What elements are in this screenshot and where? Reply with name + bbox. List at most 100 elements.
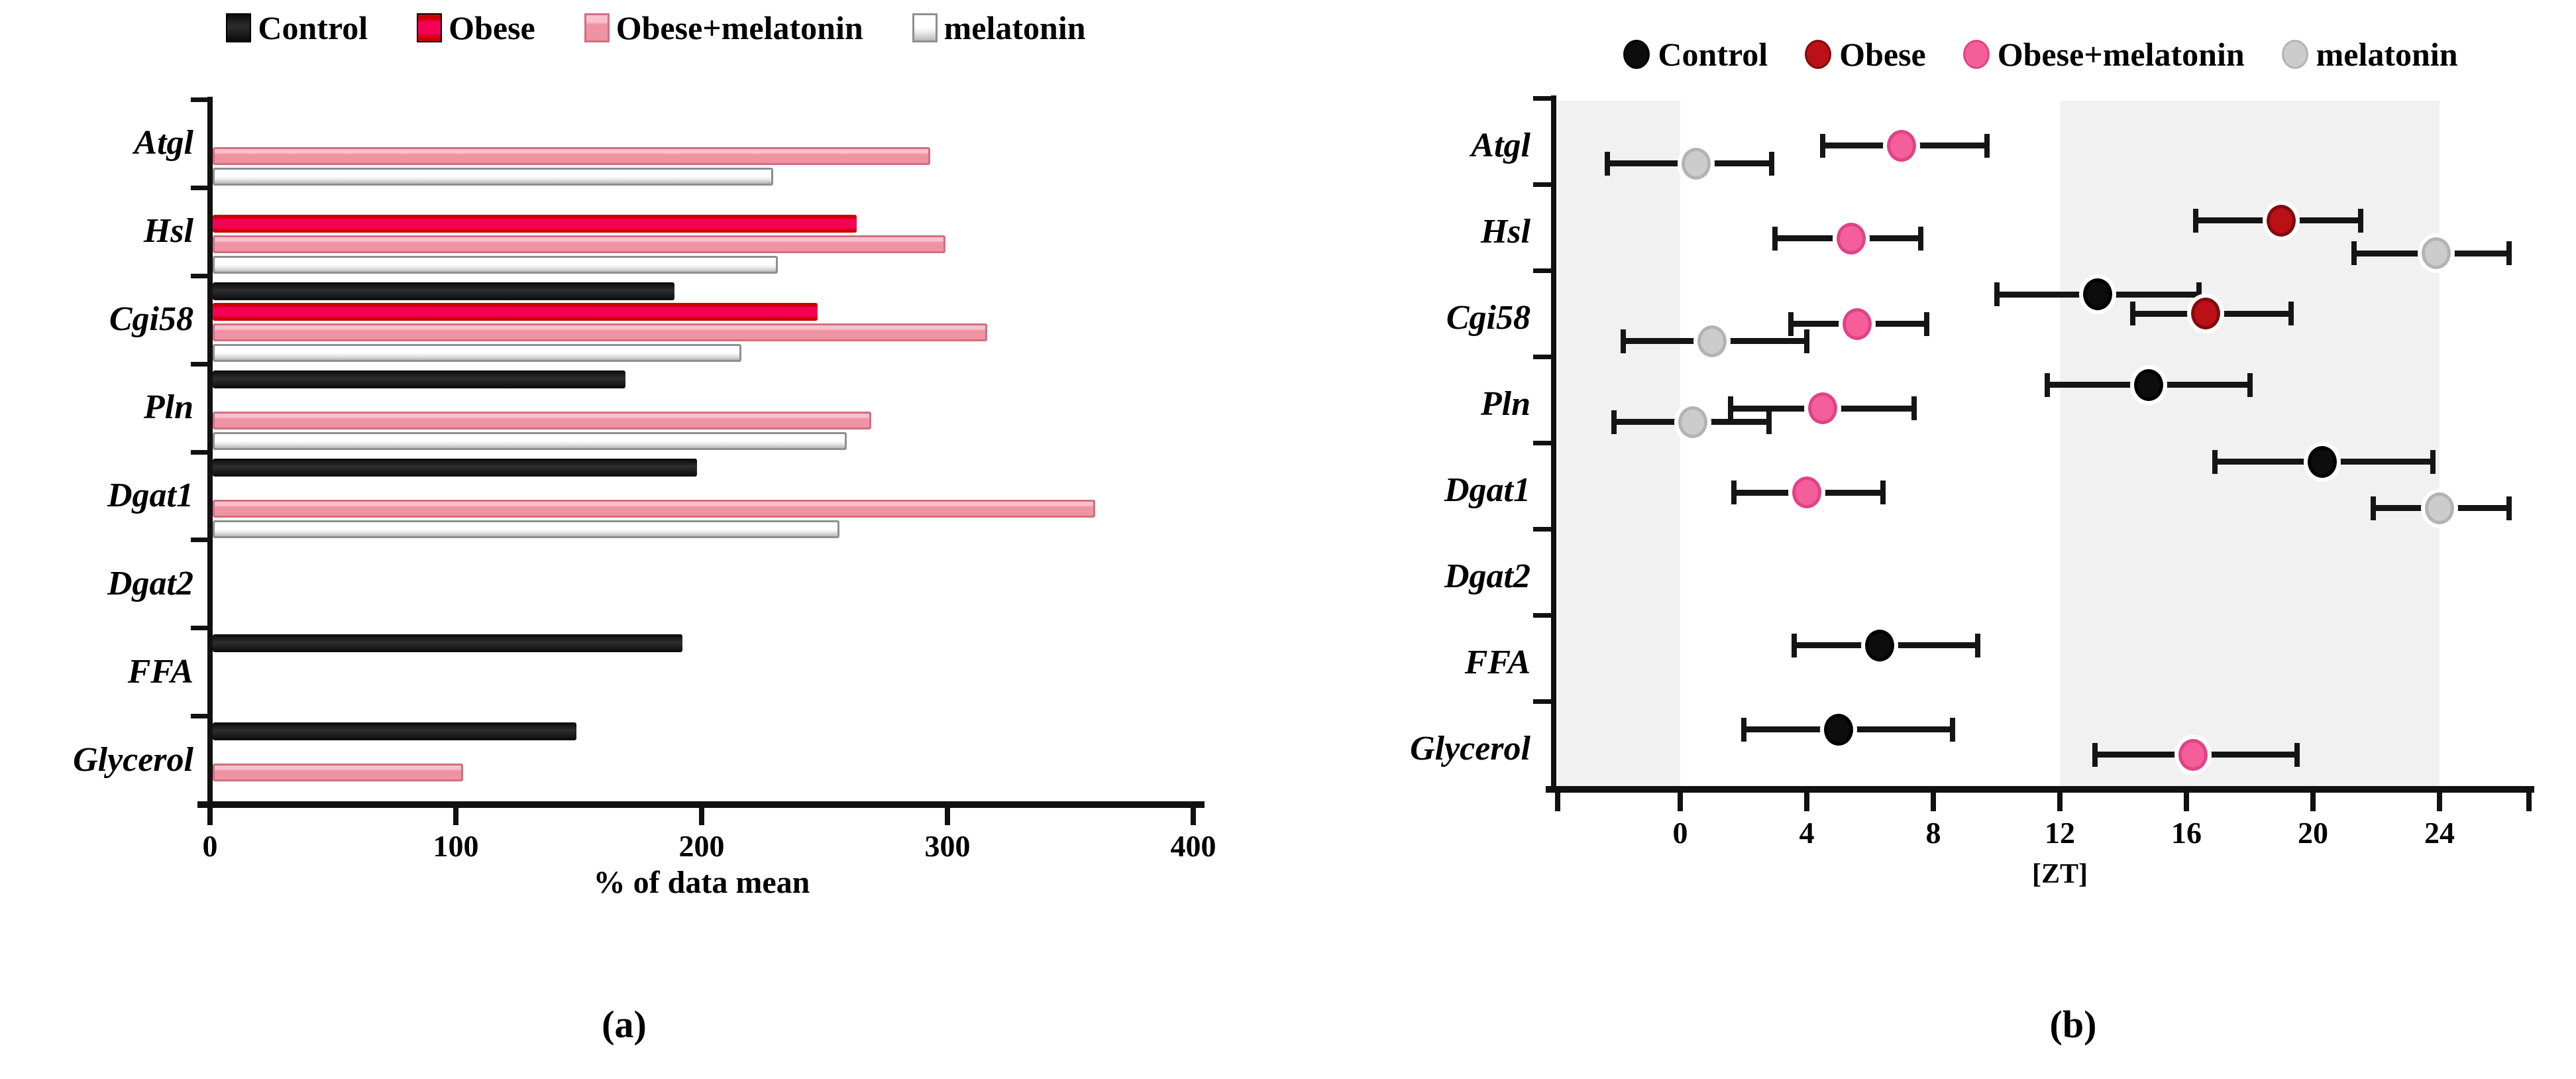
errbar-cap-Glycerol-Obese+melatonin [2294, 743, 2300, 767]
gene-label-b-FFA: FFA [1464, 643, 1530, 681]
panel-b-x-end-tick [1555, 793, 1560, 811]
dot-Dgat1-melatonin [2425, 492, 2454, 524]
errbar-Hsl-melatonin [2354, 251, 2509, 256]
panel-a-legend: Control Obese Obese+melatonin melatonin [106, 8, 1206, 48]
errbar-Glycerol-Obese+melatonin [2095, 752, 2298, 758]
errbar-cap-Atgl-Obese+melatonin [1984, 134, 1990, 158]
bar-Dgat1-Obese+melatonin [213, 499, 1095, 518]
errbar-cap-Pln-Control [2045, 373, 2050, 397]
legend-a-label-Obese+melatonin: Obese+melatonin [616, 9, 863, 46]
legend-a-item-melatonin: melatonin [912, 11, 1086, 44]
errbar-cap-FFA-Control [1975, 634, 1980, 657]
legend-a-item-Obese: Obese [417, 11, 535, 44]
panel-b-legend: Control Obese Obese+melatonin melatonin [1524, 34, 2557, 74]
errbar-cap-Dgat1-Control [2212, 450, 2218, 474]
errbar-cap-Pln-Obese+melatonin [1728, 396, 1733, 420]
panel-a-x-tick-label-0: 0 [202, 829, 218, 863]
gene-label-b-Pln: Pln [1480, 384, 1530, 423]
panel-b-y-tick [1533, 355, 1552, 359]
dot-Glycerol-Control [1824, 714, 1853, 746]
bar-Hsl-Obese [213, 214, 857, 233]
errbar-cap-Glycerol-Control [1950, 718, 1955, 742]
dot-Dgat1-Obese+melatonin [1792, 477, 1821, 508]
errbar-Atgl-Obese+melatonin [1823, 142, 1987, 148]
errbar-cap-Atgl-melatonin [1769, 152, 1774, 176]
errbar-Pln-Control [2047, 382, 2250, 388]
dot-Cgi58-Obese [2191, 298, 2220, 329]
legend-a-swatch-Obese+melatonin-icon [584, 13, 610, 42]
errbar-Glycerol-Control [1744, 726, 1953, 732]
panel-b-x-tick-8 [1931, 793, 1936, 811]
errbar-cap-Cgi58-Obese+melatonin [1788, 312, 1794, 336]
dot-Dgat1-Control [2308, 446, 2337, 478]
bar-Hsl-melatonin [213, 255, 778, 274]
legend-a-label-Control: Control [258, 9, 368, 46]
panel-a-y-tick [191, 626, 209, 631]
panel-b-y-axis [1551, 95, 1556, 793]
panel-b-x-tick-label-12: 12 [2045, 816, 2075, 850]
panel-b-x-tick-label-0: 0 [1672, 816, 1688, 850]
errbar-cap-Hsl-Obese [2358, 209, 2363, 233]
panel-b-y-tick [1533, 268, 1552, 273]
errbar-Cgi58-melatonin [1623, 338, 1807, 344]
legend-b-label-Obese+melatonin: Obese+melatonin [1997, 36, 2245, 73]
dot-Glycerol-Obese+melatonin [2178, 739, 2208, 771]
dot-FFA-Control [1865, 630, 1894, 661]
legend-b-dot-Obese-icon [1805, 40, 1832, 69]
errbar-cap-FFA-Control [1792, 634, 1797, 657]
panel-b-x-tick-20 [2310, 793, 2316, 811]
errbar-cap-Pln-melatonin [1611, 410, 1617, 434]
dot-Hsl-Obese [2267, 205, 2296, 237]
gene-label-b-Cgi58: Cgi58 [1446, 298, 1530, 337]
panel-a-x-tick-300 [945, 808, 950, 825]
legend-b-dot-Control-icon [1623, 40, 1650, 69]
panel-a-x-tick-label-200: 200 [678, 829, 725, 863]
dot-Pln-melatonin [1678, 406, 1707, 438]
legend-a-swatch-Obese-icon [417, 13, 443, 42]
panel-b-x-tick-label-16: 16 [2171, 816, 2202, 850]
errbar-FFA-Control [1794, 642, 1978, 648]
panel-a-x-tick-label-300: 300 [924, 829, 971, 863]
errbar-cap-Pln-Obese+melatonin [1911, 396, 1917, 420]
errbar-Dgat1-Obese+melatonin [1734, 490, 1882, 496]
errbar-cap-Dgat1-melatonin [2371, 496, 2376, 520]
legend-a-item-Obese+melatonin: Obese+melatonin [584, 11, 863, 44]
gene-label-b-Dgat1: Dgat1 [1444, 471, 1530, 509]
gene-label-b-Glycerol: Glycerol [1410, 729, 1530, 767]
errbar-cap-Atgl-melatonin [1605, 152, 1610, 176]
errbar-Pln-Obese+melatonin [1731, 406, 1914, 412]
panel-a-x-axis [197, 801, 1205, 808]
bar-Cgi58-melatonin [213, 343, 741, 362]
gene-label-a-Pln: Pln [143, 388, 193, 427]
errbar-cap-Cgi58-Control [1994, 282, 2000, 306]
panel-b-x-tick-24 [2437, 793, 2442, 811]
errbar-cap-Cgi58-melatonin [1804, 329, 1809, 353]
bar-Cgi58-Control [213, 282, 674, 300]
panel-b-x-tick-16 [2184, 793, 2189, 811]
panel-a-y-tick [191, 97, 209, 102]
errbar-cap-Hsl-Obese+melatonin [1772, 227, 1778, 251]
legend-b-dot-melatonin-icon [2281, 40, 2308, 69]
bar-Glycerol-Obese+melatonin [213, 764, 463, 782]
panel-b-y-tick [1533, 699, 1552, 704]
dot-Cgi58-Control [2083, 278, 2112, 310]
bar-Atgl-Obese+melatonin [213, 147, 930, 165]
errbar-Hsl-Obese+melatonin [1775, 235, 1921, 241]
panel-a-y-tick [191, 273, 209, 278]
dot-Atgl-melatonin [1682, 148, 1711, 180]
errbar-cap-Hsl-melatonin [2506, 241, 2512, 265]
legend-b-item-Obese+melatonin: Obese+melatonin [1962, 36, 2245, 73]
panel-a-y-tick [191, 449, 209, 455]
dot-Pln-Obese+melatonin [1808, 392, 1837, 424]
bar-Atgl-melatonin [213, 168, 773, 186]
errbar-cap-Cgi58-melatonin [1621, 329, 1626, 353]
legend-a-swatch-melatonin-icon [912, 13, 938, 42]
errbar-cap-Pln-Control [2247, 373, 2253, 397]
panel-b-y-tick [1533, 527, 1552, 532]
errbar-Cgi58-Control [1997, 292, 2200, 298]
errbar-cap-Cgi58-Obese [2130, 302, 2135, 325]
gene-label-b-Atgl: Atgl [1471, 126, 1530, 164]
panel-b-shaded-band-1 [2060, 101, 2440, 786]
gene-label-a-Atgl: Atgl [134, 124, 193, 162]
